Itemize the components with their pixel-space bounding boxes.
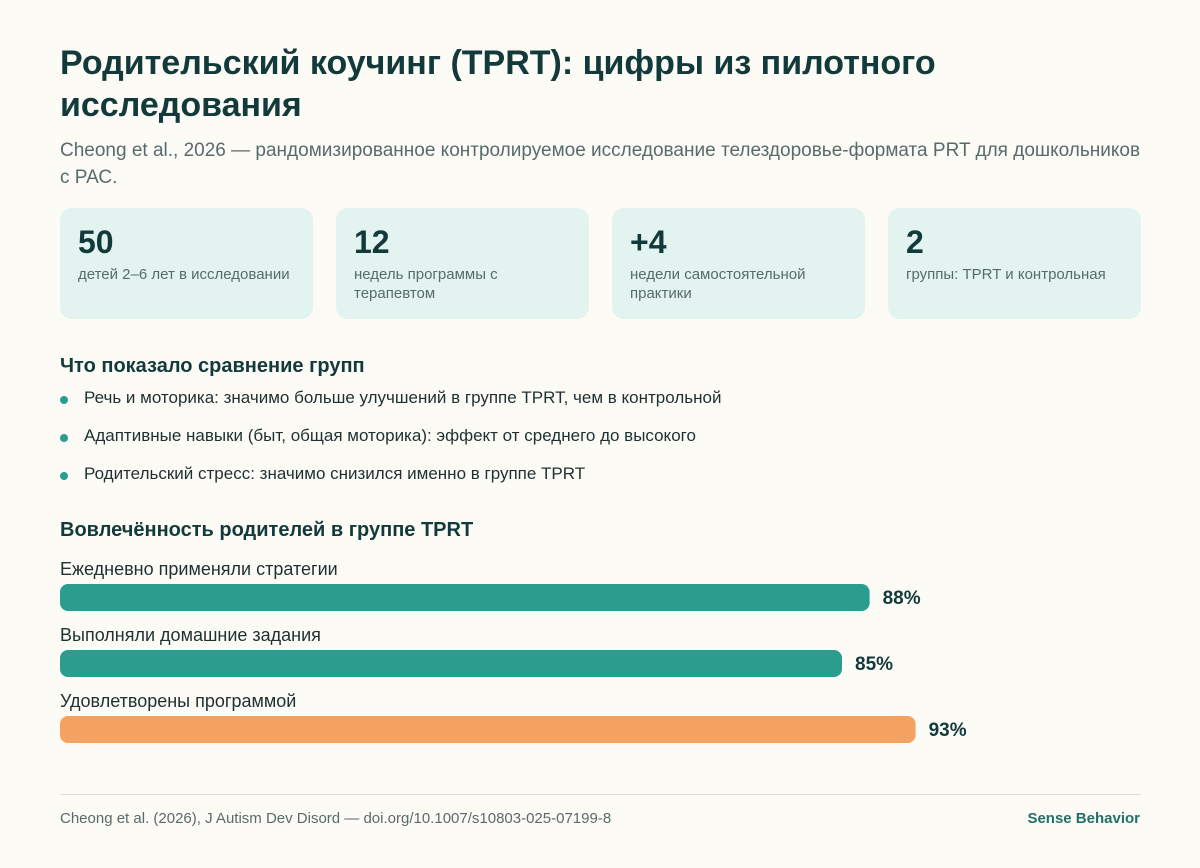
finding-item-adaptive: Адаптивные навыки (быт, общая моторика):…: [60, 424, 1141, 462]
stat-value: +4: [630, 224, 667, 260]
stat-card-groups: 2 группы: TPRT и контрольная: [888, 208, 1141, 319]
bar-category-label: Ежедневно применяли стратегии: [60, 559, 338, 579]
footer-divider: [60, 794, 1141, 795]
bar: [60, 650, 842, 677]
bullet-dot-icon: [60, 434, 68, 442]
bar-category-label: Удовлетворены программой: [60, 691, 296, 711]
stat-description: недель программы с терапевтом: [354, 266, 498, 302]
bar: [60, 584, 870, 611]
page-title: Родительский коучинг (TPRT): цифры из пи…: [60, 44, 936, 124]
stat-description: недели самостоятельной практики: [630, 266, 806, 302]
stat-card-weeks: 12 недель программы с терапевтом: [336, 208, 589, 319]
footer-brand: Sense Behavior: [1027, 810, 1140, 827]
bar: [60, 716, 916, 743]
chart-title: Вовлечённость родителей в группе TPRT: [60, 519, 474, 541]
stat-value: 12: [354, 224, 390, 260]
footer-citation: Cheong et al. (2026), J Autism Dev Disor…: [60, 810, 612, 827]
stats-row: 50 детей 2–6 лет в исследовании 12 недел…: [60, 208, 1141, 319]
engagement-bar-chart: Ежедневно применяли стратегии 88% Выполнял…: [60, 559, 967, 743]
stat-card-children: 50 детей 2–6 лет в исследовании: [60, 208, 313, 319]
findings-list: Речь и моторика: значимо больше улучшени…: [60, 386, 1141, 500]
bar-value-label: 93%: [929, 720, 967, 741]
finding-text: Речь и моторика: значимо больше улучшени…: [84, 388, 722, 407]
bar-value-label: 88%: [883, 588, 921, 609]
stat-value: 2: [906, 224, 924, 260]
bullet-dot-icon: [60, 396, 68, 404]
findings-title: Что показало сравнение групп: [60, 355, 365, 377]
bar-value-label: 85%: [855, 654, 893, 675]
bullet-dot-icon: [60, 472, 68, 480]
stat-description: группы: TPRT и контрольная: [906, 266, 1106, 283]
finding-text: Родительский стресс: значимо снизился им…: [84, 464, 586, 483]
stat-card-practice: +4 недели самостоятельной практики: [612, 208, 865, 319]
bar-category-label: Выполняли домашние задания: [60, 625, 321, 645]
stat-description: детей 2–6 лет в исследовании: [78, 266, 290, 283]
stat-value: 50: [78, 224, 114, 260]
finding-text: Адаптивные навыки (быт, общая моторика):…: [84, 426, 696, 445]
infographic: Родительский коучинг (TPRT): цифры из пи…: [60, 0, 1141, 868]
finding-item-speech: Речь и моторика: значимо больше улучшени…: [60, 386, 1141, 424]
page-subtitle: Cheong et al., 2026 — рандомизированное …: [60, 140, 1141, 188]
finding-item-stress: Родительский стресс: значимо снизился им…: [60, 462, 1141, 500]
